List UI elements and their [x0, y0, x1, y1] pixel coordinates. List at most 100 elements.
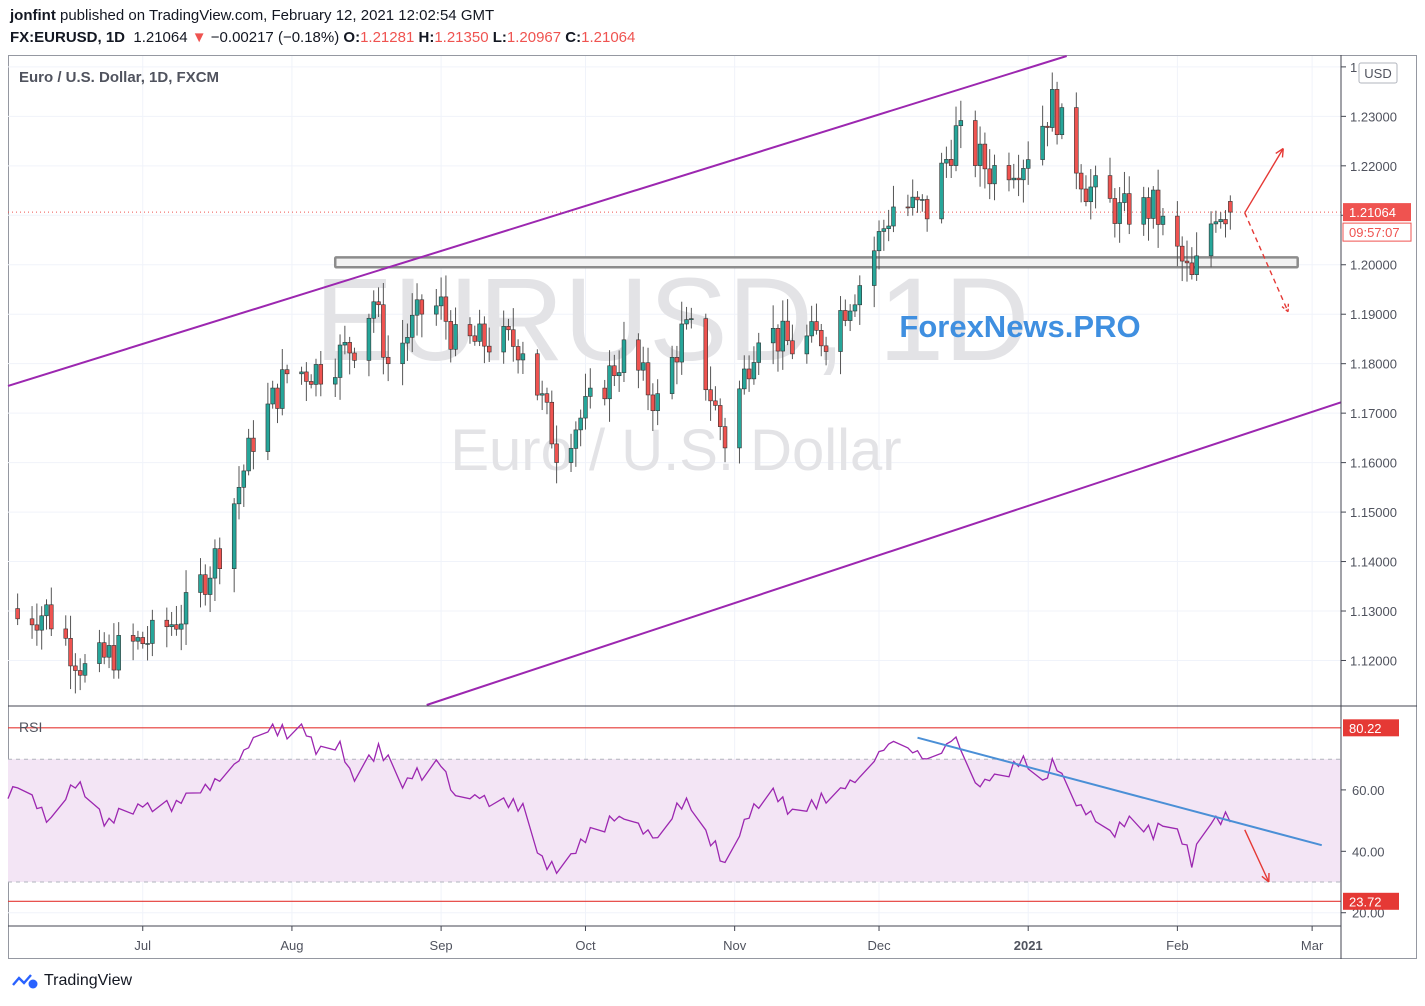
candle-body [982, 143, 988, 170]
candle-body [616, 372, 622, 377]
rsi-projection-arrow-head [1261, 875, 1270, 883]
candle-body [1093, 175, 1098, 188]
candle-body [578, 417, 583, 431]
rsi-trendline[interactable] [917, 736, 1323, 847]
candle-body [1107, 175, 1113, 199]
candle [1175, 201, 1180, 267]
candle [217, 537, 222, 585]
candle [973, 110, 978, 178]
candle [770, 305, 776, 365]
rsi-band [8, 759, 1341, 883]
candle [135, 630, 141, 650]
candle-body [948, 159, 954, 166]
candle-body [453, 324, 458, 350]
candle [1155, 169, 1161, 248]
support-zone[interactable] [333, 256, 1299, 269]
candle-body [843, 310, 848, 321]
candle-body [284, 369, 290, 375]
candle [381, 282, 386, 375]
candle-body [487, 345, 492, 353]
pane-title[interactable]: Euro / U.S. Dollar, 1D, FXCM [19, 69, 219, 86]
candle-body [1025, 159, 1031, 169]
currency-button[interactable] [1358, 62, 1398, 84]
candle [636, 333, 641, 389]
tradingview-logo[interactable]: TradingView [12, 972, 132, 990]
candle [1228, 195, 1233, 230]
candle-body [953, 125, 959, 166]
candle [612, 354, 617, 387]
candle [1078, 164, 1084, 203]
candle [640, 346, 646, 381]
candle-body [1223, 219, 1228, 225]
candle-body [333, 377, 338, 385]
candle [1127, 176, 1132, 235]
rsi-tick-label: 60.00 [1352, 783, 1385, 798]
candle-body [477, 323, 482, 342]
candle-body [987, 168, 992, 185]
candle [443, 275, 449, 340]
candle [520, 341, 526, 375]
countdown-tag [1342, 222, 1412, 242]
candle-body [241, 470, 247, 488]
candle-body [636, 339, 641, 371]
candle-body [640, 362, 646, 371]
grid-lines [8, 56, 1341, 925]
candle [352, 347, 357, 369]
candle-body [511, 329, 516, 347]
candle [34, 603, 40, 646]
candle-body [703, 318, 709, 391]
candle-body [1059, 107, 1065, 136]
rsi-lower-tag-text: 23.72 [1349, 894, 1382, 909]
candle [621, 321, 627, 382]
candle [1006, 152, 1012, 192]
candle-body [535, 353, 540, 396]
candle-body [607, 365, 612, 400]
author-name[interactable]: jonfint [10, 7, 56, 24]
candle [111, 623, 117, 679]
candle-body [775, 328, 781, 352]
candle-body [1175, 215, 1180, 247]
price-axis[interactable]: 1.12000 1.13000 1.14000 1.15000 1.16000 1.170… [1341, 60, 1397, 669]
time-tick-label: 2021 [1014, 938, 1043, 953]
candle-body [583, 396, 588, 419]
candle-body [1184, 260, 1190, 264]
high-label: H: [418, 29, 435, 46]
candle [1141, 186, 1146, 236]
publish-text: published on TradingView.com, February 1… [55, 7, 495, 24]
time-axis[interactable]: Jul Aug Sep Oct Nov Dec 2021 Feb Mar [134, 926, 1324, 953]
candle-body [684, 319, 689, 325]
candle [539, 380, 545, 411]
candle-body [29, 618, 35, 626]
candle-body [756, 342, 761, 363]
candle [1093, 165, 1098, 209]
candle [15, 593, 20, 626]
currency-label: USD [1364, 66, 1391, 81]
candle-body [448, 321, 453, 350]
candle [169, 611, 174, 636]
candle-body [1006, 165, 1012, 181]
time-tick-label: Jul [134, 938, 151, 953]
watermark-name: Euro / U.S. Dollar [450, 418, 901, 483]
channel-lower-line[interactable] [426, 401, 1342, 706]
candle [77, 658, 83, 691]
projection-arrows[interactable] [1244, 147, 1290, 313]
candle [299, 366, 304, 385]
candle [1208, 211, 1214, 268]
last-price-tag [1343, 203, 1411, 222]
candle [270, 380, 275, 409]
candle-body [958, 120, 964, 127]
candle [482, 316, 487, 364]
candle-body [669, 357, 675, 394]
candle-body [852, 304, 858, 312]
price-tick-label: 1.16000 [1350, 456, 1397, 471]
rsi-title[interactable]: RSI [19, 719, 42, 735]
candle [944, 146, 949, 178]
candle-body [111, 645, 117, 671]
rsi-projection-arrow[interactable] [1244, 829, 1270, 883]
candle-body [1054, 89, 1060, 136]
candles [15, 72, 1233, 694]
candle-body [265, 403, 271, 452]
channel-upper-line[interactable] [7, 55, 1067, 387]
candle [1223, 210, 1228, 238]
